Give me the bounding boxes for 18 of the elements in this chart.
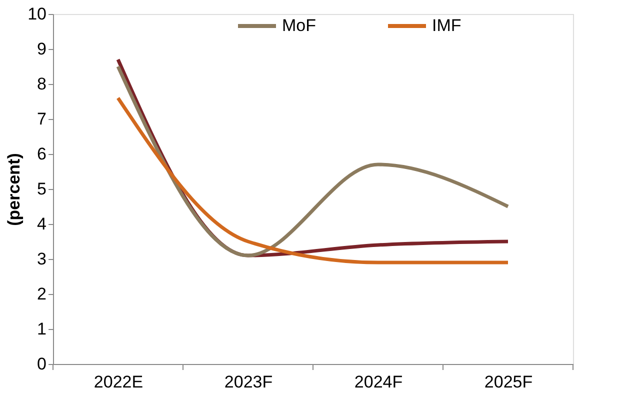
y-tick-label: 6: [37, 144, 46, 164]
y-axis-title: (percent): [4, 153, 24, 226]
y-tick-label: 5: [37, 180, 46, 198]
x-tick-label: 2025F: [484, 372, 533, 392]
legend-label: IMF: [432, 16, 462, 35]
y-tick-label: 0: [37, 354, 46, 374]
x-tick-label: 2024F: [354, 372, 403, 392]
y-tick-label: 2: [37, 284, 46, 304]
x-tick-label: 2023F: [224, 372, 273, 392]
y-tick-label: 7: [37, 110, 46, 128]
y-tick-label: 8: [37, 74, 46, 94]
y-tick-label: 10: [28, 4, 46, 24]
y-tick-label: 9: [37, 40, 46, 58]
y-tick-label: 1: [37, 320, 46, 338]
y-tick-label: 3: [37, 250, 46, 268]
y-tick-label: 4: [37, 214, 46, 234]
x-tick-label: 2022E: [94, 372, 144, 392]
legend-label: MoF: [282, 16, 316, 35]
